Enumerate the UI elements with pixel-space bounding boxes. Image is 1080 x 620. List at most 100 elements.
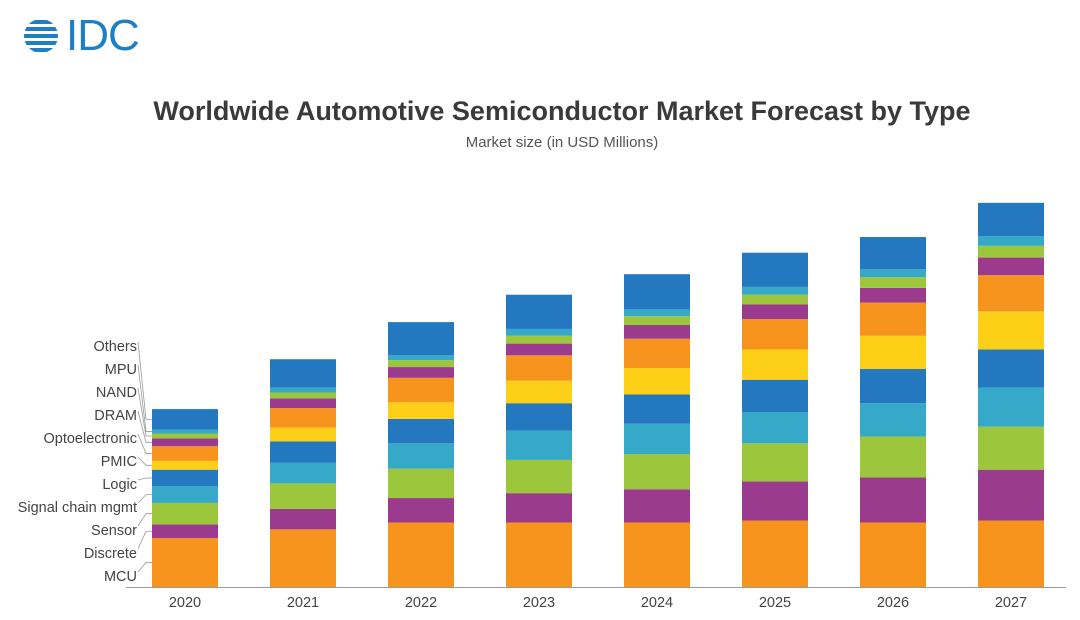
legend-label-optoelectronic: Optoelectronic <box>44 431 138 447</box>
x-tick-label-2023: 2023 <box>523 595 555 611</box>
bar-segment-2021-others <box>270 359 336 388</box>
legend-leader-dram <box>137 410 152 443</box>
bar-segment-2027-discrete <box>978 469 1044 521</box>
legend-leader-nand <box>137 387 152 437</box>
bar-segment-2020-mpu <box>152 429 218 434</box>
bar-segment-2024-sensor <box>624 454 690 490</box>
idc-logo: IDC <box>22 14 140 58</box>
bar-segment-2027-mpu <box>978 236 1044 246</box>
bar-segment-2027-signal-chain-mgmt <box>978 387 1044 427</box>
bar-segment-2025-signal-chain-mgmt <box>742 412 808 444</box>
legend-label-discrete: Discrete <box>84 546 137 562</box>
bar-segment-2026-others <box>860 237 926 270</box>
legend-leader-logic <box>137 477 152 481</box>
legend-leader-optoelectronic <box>137 433 152 454</box>
bar-segment-2027-others <box>978 202 1044 237</box>
bar-segment-2020-dram <box>152 438 218 447</box>
bar-segment-2026-signal-chain-mgmt <box>860 403 926 437</box>
x-tick-label-2020: 2020 <box>169 595 201 611</box>
chart-subtitle: Market size (in USD Millions) <box>465 134 659 151</box>
bar-segment-2021-logic <box>270 441 336 463</box>
bar-segment-2020-discrete <box>152 524 218 539</box>
bar-segment-2021-nand <box>270 392 336 399</box>
legend-leader-signal-chain-mgmt <box>137 494 152 504</box>
bar-segment-2026-pmic <box>860 335 926 370</box>
bar-segment-2025-mcu <box>742 520 808 587</box>
legend-label-signal-chain-mgmt: Signal chain mgmt <box>18 500 137 516</box>
bar-segment-2023-pmic <box>506 380 572 404</box>
bar-segment-2025-mpu <box>742 286 808 295</box>
bar-segment-2024-signal-chain-mgmt <box>624 423 690 455</box>
bar-segment-2022-optoelectronic <box>388 377 454 403</box>
bar-segment-2022-mcu <box>388 522 454 587</box>
bar-segment-2027-mcu <box>978 520 1044 587</box>
bar-segment-2020-others <box>152 409 218 430</box>
bar-segment-2026-dram <box>860 287 926 303</box>
legend-leader-mpu <box>137 364 152 432</box>
bar-segment-2023-discrete <box>506 493 572 523</box>
x-tick-label-2026: 2026 <box>877 595 909 611</box>
chart-title: Worldwide Automotive Semiconductor Marke… <box>153 96 971 126</box>
bar-segment-2027-pmic <box>978 311 1044 350</box>
bar-segment-2025-discrete <box>742 481 808 521</box>
legend-leader-mcu <box>137 562 152 573</box>
bar-segment-2021-mpu <box>270 387 336 393</box>
bar-segment-2020-pmic <box>152 460 218 470</box>
bar-segment-2026-mpu <box>860 269 926 278</box>
bar-segment-2021-pmic <box>270 427 336 442</box>
bar-segment-2024-dram <box>624 325 690 339</box>
x-tick-label-2022: 2022 <box>405 595 437 611</box>
bar-segment-2025-others <box>742 252 808 287</box>
bar-segment-2023-mcu <box>506 522 572 587</box>
bar-segment-2026-nand <box>860 277 926 288</box>
bar-segment-2021-discrete <box>270 508 336 530</box>
bar-segment-2026-logic <box>860 369 926 404</box>
bar-segment-2021-signal-chain-mgmt <box>270 462 336 484</box>
x-tick-label-2027: 2027 <box>995 595 1027 611</box>
bar-segment-2022-mpu <box>388 355 454 361</box>
legend-label-others: Others <box>93 339 137 355</box>
legend-label-pmic: PMIC <box>101 454 137 470</box>
bar-segment-2027-sensor <box>978 426 1044 470</box>
legend-label-logic: Logic <box>102 477 137 493</box>
x-tick-label-2024: 2024 <box>641 595 673 611</box>
legend-label-sensor: Sensor <box>91 523 137 539</box>
bar-segment-2023-logic <box>506 403 572 431</box>
bar-segment-2024-logic <box>624 394 690 424</box>
legend-label-mpu: MPU <box>105 362 137 378</box>
bar-segment-2021-dram <box>270 398 336 409</box>
bar-segment-2023-nand <box>506 335 572 344</box>
bar-segment-2026-discrete <box>860 477 926 523</box>
bar-segment-2022-nand <box>388 360 454 368</box>
bar-segment-2025-logic <box>742 379 808 413</box>
bar-segment-2023-signal-chain-mgmt <box>506 430 572 460</box>
bar-segment-2026-mcu <box>860 522 926 587</box>
bar-segment-2025-dram <box>742 304 808 320</box>
bar-segment-2027-logic <box>978 349 1044 388</box>
bar-segment-2020-signal-chain-mgmt <box>152 486 218 503</box>
bar-segment-2020-nand <box>152 433 218 439</box>
bar-segment-2023-dram <box>506 343 572 356</box>
bar-segment-2021-sensor <box>270 483 336 509</box>
bar-segment-2022-logic <box>388 418 454 444</box>
bar-segment-2026-optoelectronic <box>860 302 926 336</box>
bar-segment-2025-nand <box>742 294 808 305</box>
bar-segment-2023-optoelectronic <box>506 355 572 381</box>
bar-segment-2023-others <box>506 294 572 329</box>
legend-label-mcu: MCU <box>104 569 137 585</box>
legend-label-dram: DRAM <box>94 408 137 424</box>
bar-segment-2024-optoelectronic <box>624 338 690 369</box>
bar-segment-2020-sensor <box>152 502 218 525</box>
bar-segment-2027-optoelectronic <box>978 275 1044 312</box>
bar-segment-2025-optoelectronic <box>742 319 808 350</box>
legend-leader-others <box>137 341 152 420</box>
bar-segment-2022-sensor <box>388 468 454 499</box>
legend-leader-discrete <box>137 530 152 550</box>
bar-segment-2026-sensor <box>860 436 926 478</box>
globe-icon <box>24 20 58 52</box>
bar-segment-2022-dram <box>388 367 454 378</box>
bar-segment-2027-dram <box>978 257 1044 276</box>
x-tick-label-2021: 2021 <box>287 595 319 611</box>
bar-segment-2022-discrete <box>388 498 454 523</box>
